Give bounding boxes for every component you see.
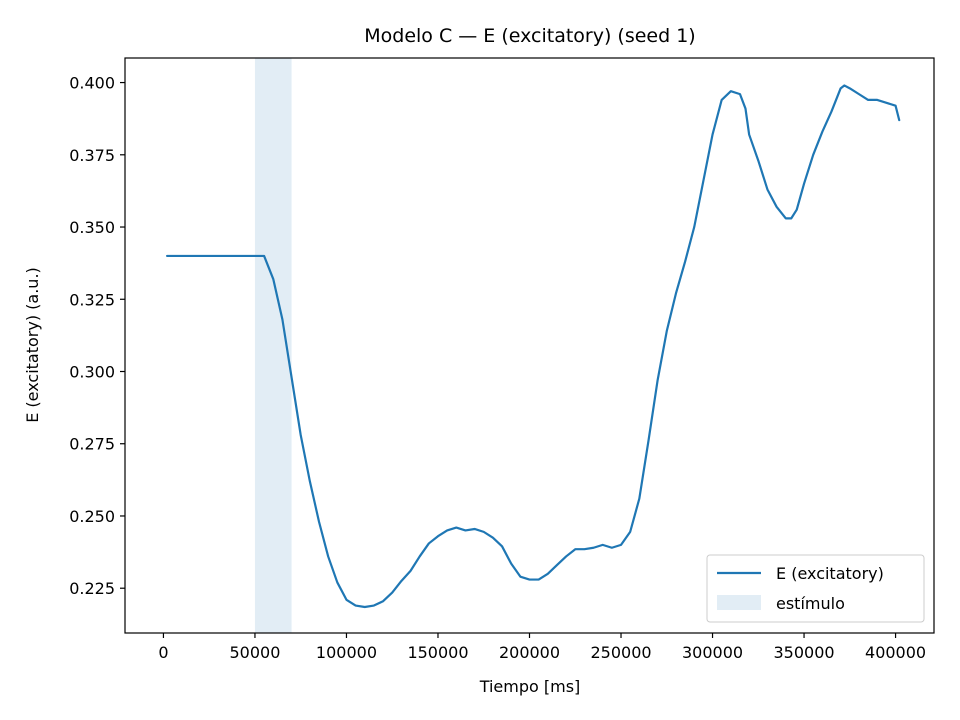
legend-label-e-excitatory: E (excitatory)	[776, 564, 884, 583]
y-tick-label: 0.275	[69, 435, 115, 454]
y-tick-label: 0.300	[69, 363, 115, 382]
y-tick-label: 0.400	[69, 74, 115, 93]
legend-label-estimulo: estímulo	[776, 594, 845, 613]
x-axis: 0 50000 100000 150000 200000 250000 300000 3500…	[158, 633, 926, 662]
x-tick-label: 100000	[316, 643, 377, 662]
x-tick-label: 50000	[229, 643, 280, 662]
y-axis: 0.225 0.250 0.275 0.300 0.325 0.350 0.375 0.400	[69, 74, 125, 598]
legend: E (excitatory) estímulo	[706, 554, 925, 623]
legend-box	[706, 554, 925, 623]
chart-title: Modelo C — E (excitatory) (seed 1)	[364, 25, 695, 47]
plot-frame	[124, 57, 935, 634]
x-tick-label: 350000	[774, 643, 835, 662]
x-tick-label: 150000	[407, 643, 468, 662]
plot-area	[124, 57, 935, 634]
x-tick-label: 250000	[590, 643, 651, 662]
x-axis-label: Tiempo [ms]	[479, 677, 581, 696]
y-tick-label: 0.250	[69, 507, 115, 526]
y-tick-label: 0.350	[69, 218, 115, 237]
y-tick-label: 0.375	[69, 146, 115, 165]
legend-patch-swatch	[717, 595, 761, 610]
series-line-e-excitatory	[166, 84, 901, 609]
x-tick-label: 400000	[865, 643, 926, 662]
y-axis-label: E (excitatory) (a.u.)	[23, 267, 42, 423]
y-tick-label: 0.325	[69, 290, 115, 309]
x-tick-label: 300000	[682, 643, 743, 662]
x-tick-label: 200000	[499, 643, 560, 662]
y-tick-label: 0.225	[69, 579, 115, 598]
x-tick-label: 0	[158, 643, 168, 662]
